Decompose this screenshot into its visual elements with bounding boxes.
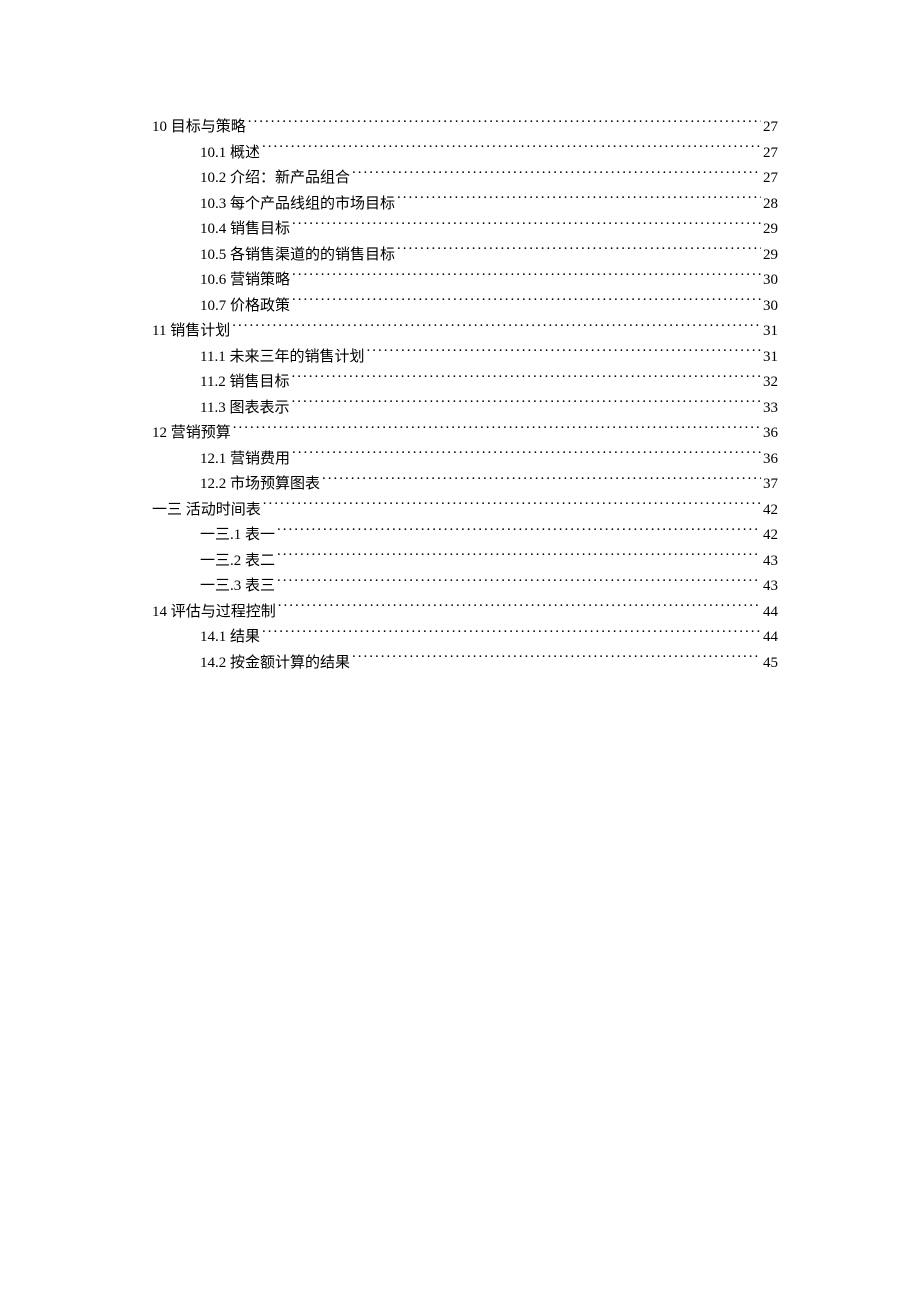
toc-entry-page: 43 bbox=[763, 549, 778, 575]
toc-entry: 一三.3 表三 43 bbox=[152, 574, 778, 600]
toc-entry-page: 31 bbox=[763, 345, 778, 371]
toc-entry-page: 42 bbox=[763, 523, 778, 549]
toc-entry-page: 36 bbox=[763, 447, 778, 473]
toc-entry-page: 42 bbox=[763, 498, 778, 524]
toc-leader-dots bbox=[352, 652, 761, 667]
toc-leader-dots bbox=[292, 295, 761, 310]
toc-entry: 一三 活动时间表 42 bbox=[152, 498, 778, 524]
toc-entry-label: 11.1 未来三年的销售计划 bbox=[200, 345, 364, 371]
toc-entry: 10.5 各销售渠道的的销售目标 29 bbox=[152, 243, 778, 269]
toc-entry-page: 27 bbox=[763, 141, 778, 167]
toc-entry: 10.3 每个产品线组的市场目标 28 bbox=[152, 192, 778, 218]
toc-leader-dots bbox=[292, 448, 761, 463]
toc-leader-dots bbox=[263, 499, 761, 514]
toc-entry-label: 一三.1 表一 bbox=[200, 523, 275, 549]
toc-entry: 10.6 营销策略 30 bbox=[152, 268, 778, 294]
toc-entry-page: 30 bbox=[763, 268, 778, 294]
toc-leader-dots bbox=[322, 473, 761, 488]
toc-entry-label: 14.1 结果 bbox=[200, 625, 260, 651]
toc-entry: 10 目标与策略 27 bbox=[152, 115, 778, 141]
toc-leader-dots bbox=[292, 269, 761, 284]
toc-entry: 11.1 未来三年的销售计划 31 bbox=[152, 345, 778, 371]
toc-entry-page: 28 bbox=[763, 192, 778, 218]
toc-leader-dots bbox=[291, 371, 761, 386]
toc-entry: 一三.2 表二 43 bbox=[152, 549, 778, 575]
toc-entry-label: 10.7 价格政策 bbox=[200, 294, 290, 320]
toc-entry-page: 29 bbox=[763, 243, 778, 269]
toc-leader-dots bbox=[397, 193, 761, 208]
toc-leader-dots bbox=[278, 601, 761, 616]
toc-entry: 14.2 按金额计算的结果 45 bbox=[152, 651, 778, 677]
toc-entry: 10.4 销售目标 29 bbox=[152, 217, 778, 243]
toc-entry-label: 11.2 销售目标 bbox=[200, 370, 289, 396]
toc-leader-dots bbox=[292, 218, 761, 233]
toc-entry-page: 27 bbox=[763, 166, 778, 192]
toc-entry-label: 10.1 概述 bbox=[200, 141, 260, 167]
toc-entry-page: 45 bbox=[763, 651, 778, 677]
toc-leader-dots bbox=[232, 320, 761, 335]
toc-entry-label: 10 目标与策略 bbox=[152, 115, 246, 141]
toc-entry-page: 30 bbox=[763, 294, 778, 320]
toc-entry-label: 10.5 各销售渠道的的销售目标 bbox=[200, 243, 395, 269]
toc-entry-label: 10.4 销售目标 bbox=[200, 217, 290, 243]
toc-entry: 10.2 介绍：新产品组合 27 bbox=[152, 166, 778, 192]
toc-leader-dots bbox=[262, 626, 761, 641]
table-of-contents: 10 目标与策略2710.1 概述2710.2 介绍：新产品组合2710.3 每… bbox=[152, 115, 778, 676]
toc-entry-label: 10.6 营销策略 bbox=[200, 268, 290, 294]
toc-entry: 11.3 图表表示 33 bbox=[152, 396, 778, 422]
toc-leader-dots bbox=[248, 116, 761, 131]
toc-entry-page: 43 bbox=[763, 574, 778, 600]
toc-entry-label: 一三.3 表三 bbox=[200, 574, 275, 600]
toc-entry-page: 32 bbox=[763, 370, 778, 396]
toc-entry: 11.2 销售目标 32 bbox=[152, 370, 778, 396]
toc-entry-page: 29 bbox=[763, 217, 778, 243]
toc-leader-dots bbox=[262, 142, 761, 157]
toc-entry-label: 一三 活动时间表 bbox=[152, 498, 261, 524]
toc-entry-page: 37 bbox=[763, 472, 778, 498]
toc-leader-dots bbox=[277, 524, 761, 539]
toc-entry-page: 27 bbox=[763, 115, 778, 141]
toc-entry: 12.2 市场预算图表 37 bbox=[152, 472, 778, 498]
toc-entry-label: 14.2 按金额计算的结果 bbox=[200, 651, 350, 677]
toc-entry-label: 11.3 图表表示 bbox=[200, 396, 289, 422]
toc-entry-label: 11 销售计划 bbox=[152, 319, 230, 345]
toc-entry-label: 12.2 市场预算图表 bbox=[200, 472, 320, 498]
toc-entry-page: 36 bbox=[763, 421, 778, 447]
toc-entry: 11 销售计划 31 bbox=[152, 319, 778, 345]
toc-entry-page: 44 bbox=[763, 625, 778, 651]
toc-entry: 10.1 概述 27 bbox=[152, 141, 778, 167]
toc-entry-label: 一三.2 表二 bbox=[200, 549, 275, 575]
toc-entry-label: 12.1 营销费用 bbox=[200, 447, 290, 473]
toc-entry: 一三.1 表一 42 bbox=[152, 523, 778, 549]
toc-leader-dots bbox=[352, 167, 761, 182]
toc-entry-label: 10.2 介绍：新产品组合 bbox=[200, 166, 350, 192]
toc-leader-dots bbox=[291, 397, 761, 412]
toc-entry-page: 31 bbox=[763, 319, 778, 345]
toc-entry: 14 评估与过程控制 44 bbox=[152, 600, 778, 626]
toc-entry-label: 14 评估与过程控制 bbox=[152, 600, 276, 626]
toc-entry: 14.1 结果 44 bbox=[152, 625, 778, 651]
toc-entry: 12 营销预算 36 bbox=[152, 421, 778, 447]
toc-leader-dots bbox=[277, 575, 761, 590]
toc-leader-dots bbox=[366, 346, 761, 361]
toc-entry: 12.1 营销费用 36 bbox=[152, 447, 778, 473]
toc-entry: 10.7 价格政策 30 bbox=[152, 294, 778, 320]
toc-leader-dots bbox=[233, 422, 761, 437]
toc-leader-dots bbox=[277, 550, 761, 565]
toc-entry-page: 44 bbox=[763, 600, 778, 626]
toc-leader-dots bbox=[397, 244, 761, 259]
toc-entry-label: 10.3 每个产品线组的市场目标 bbox=[200, 192, 395, 218]
toc-entry-label: 12 营销预算 bbox=[152, 421, 231, 447]
toc-entry-page: 33 bbox=[763, 396, 778, 422]
